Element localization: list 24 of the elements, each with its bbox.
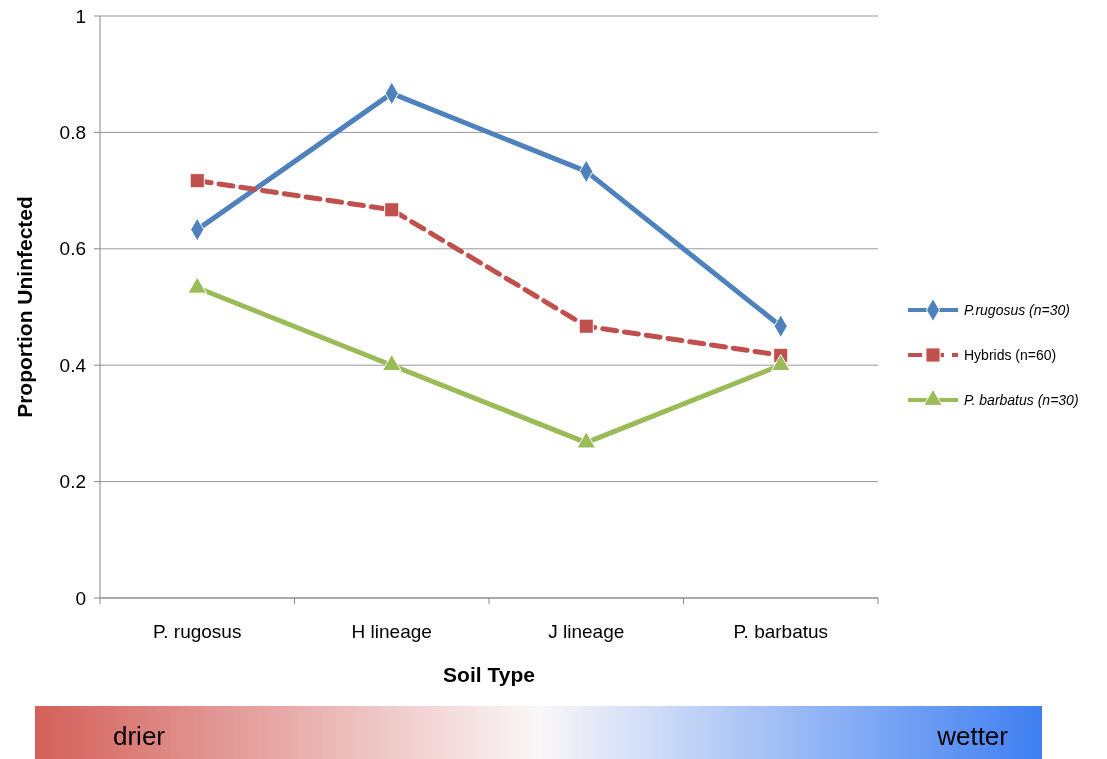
point bbox=[578, 318, 594, 334]
point bbox=[189, 173, 205, 189]
point bbox=[384, 202, 400, 218]
x-axis-title: Soil Type bbox=[443, 663, 535, 686]
x-tick-label: H lineage bbox=[351, 621, 432, 642]
y-tick-label: 0 bbox=[75, 587, 86, 609]
text: drier bbox=[113, 721, 166, 751]
x-tick-label: J lineage bbox=[548, 621, 625, 642]
legend-label: Hybrids (n=60) bbox=[964, 346, 1057, 363]
point bbox=[187, 276, 208, 294]
x-tick-label: P. rugosus bbox=[153, 621, 242, 642]
legend-label: P.rugosus (n=30) bbox=[964, 301, 1070, 318]
legend-label: P. barbatus (n=30) bbox=[964, 391, 1079, 408]
point bbox=[576, 431, 597, 449]
y-tick-label: 0.8 bbox=[59, 122, 86, 144]
y-tick-label: 0.6 bbox=[59, 238, 86, 260]
y-axis-title: Proportion Uninfected bbox=[13, 196, 36, 418]
point bbox=[381, 353, 402, 372]
y-tick-label: 0.4 bbox=[59, 354, 87, 376]
y-tick-label: 1 bbox=[75, 5, 86, 27]
x-tick-label: P. barbatus bbox=[733, 621, 829, 642]
y-tick-label: 0.2 bbox=[59, 471, 86, 493]
point bbox=[770, 353, 791, 372]
text: wetter bbox=[936, 721, 1009, 751]
